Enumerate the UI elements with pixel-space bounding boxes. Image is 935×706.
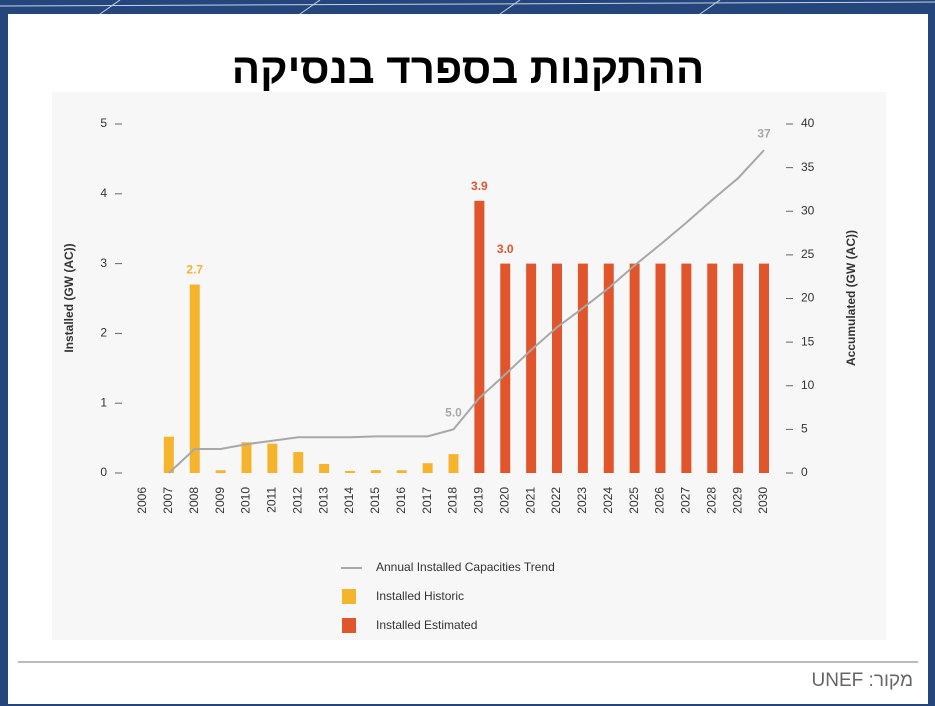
y2-tick-label: 35: [801, 160, 815, 174]
bar: [422, 463, 433, 473]
y-tick-label: 4: [100, 186, 107, 200]
x-tick-label: 2007: [161, 487, 175, 514]
legend-swatch: [342, 618, 356, 633]
y2-tick-label: 5: [801, 422, 808, 436]
x-tick-label: 2017: [420, 487, 434, 514]
bar: [577, 263, 588, 473]
bar: [163, 436, 174, 473]
bar: [293, 452, 304, 473]
x-tick-label: 2024: [601, 487, 615, 514]
y2-axis-label: Accumulated (GW (AC)): [844, 230, 858, 366]
y2-tick-label: 30: [801, 203, 815, 217]
x-tick-label: 2023: [575, 487, 589, 514]
x-tick-label: 2013: [316, 487, 330, 514]
source-note: מקור: UNEF: [811, 670, 913, 691]
bar: [215, 470, 226, 473]
bar: [526, 263, 537, 473]
y2-tick-label: 15: [801, 334, 815, 348]
legend-label: Annual Installed Capacities Trend: [376, 560, 555, 574]
x-tick-label: 2022: [549, 487, 563, 514]
x-tick-label: 2020: [497, 487, 511, 514]
data-label: 2.7: [186, 263, 203, 277]
y-tick-label: 0: [100, 465, 107, 479]
y-tick-label: 2: [100, 326, 107, 340]
bar: [241, 442, 252, 473]
bar: [759, 263, 769, 473]
x-tick-label: 2029: [730, 487, 744, 514]
chart-title: ההתקנות בספרד בנסיקה: [232, 45, 704, 92]
data-label: 5.0: [445, 406, 462, 420]
bar: [500, 263, 511, 473]
data-label: 3.9: [471, 179, 488, 193]
x-tick-label: 2011: [265, 487, 279, 513]
x-tick-label: 2026: [653, 487, 667, 514]
bar: [345, 470, 355, 473]
x-tick-label: 2016: [394, 487, 408, 514]
bar: [655, 263, 666, 473]
bar: [189, 284, 200, 473]
bar: [681, 263, 692, 473]
trend-line: [168, 149, 765, 474]
x-tick-label: 2019: [472, 487, 486, 514]
bar: [707, 263, 718, 473]
x-tick-label: 2025: [627, 487, 641, 514]
bar: [370, 470, 381, 473]
bar: [474, 200, 485, 473]
x-tick-label: 2006: [135, 487, 149, 514]
y2-tick-label: 10: [801, 378, 815, 392]
x-tick-label: 2030: [756, 487, 770, 514]
bar: [733, 263, 744, 473]
x-tick-label: 2027: [679, 487, 693, 514]
x-tick-label: 2028: [704, 487, 718, 514]
y2-tick-label: 40: [801, 116, 815, 130]
y-tick-label: 1: [100, 395, 107, 409]
legend-swatch: [342, 589, 356, 604]
bar: [319, 463, 330, 473]
x-tick-label: 2018: [446, 487, 460, 514]
bar: [267, 443, 278, 473]
y-axis-label: Installed (GW (AC)): [62, 243, 76, 352]
x-tick-label: 2008: [187, 487, 201, 514]
x-tick-label: 2014: [342, 487, 356, 514]
bar: [629, 263, 640, 473]
legend-label: Installed Historic: [376, 589, 464, 603]
x-tick-label: 2021: [523, 487, 537, 514]
y2-tick-label: 20: [801, 291, 815, 305]
bar: [603, 263, 614, 473]
bar: [396, 470, 407, 473]
y2-tick-label: 25: [801, 247, 815, 261]
x-tick-label: 2012: [290, 487, 304, 514]
y2-tick-label: 0: [801, 465, 808, 479]
bar: [448, 454, 459, 473]
legend-label: Installed Estimated: [376, 618, 477, 632]
x-tick-label: 2015: [368, 487, 382, 514]
data-label: 37: [757, 126, 771, 140]
y-tick-label: 5: [100, 116, 107, 130]
data-label: 3.0: [497, 242, 514, 256]
x-tick-label: 2009: [213, 487, 227, 514]
bar: [552, 263, 562, 473]
y-tick-label: 3: [100, 256, 107, 270]
x-tick-label: 2010: [239, 487, 253, 514]
